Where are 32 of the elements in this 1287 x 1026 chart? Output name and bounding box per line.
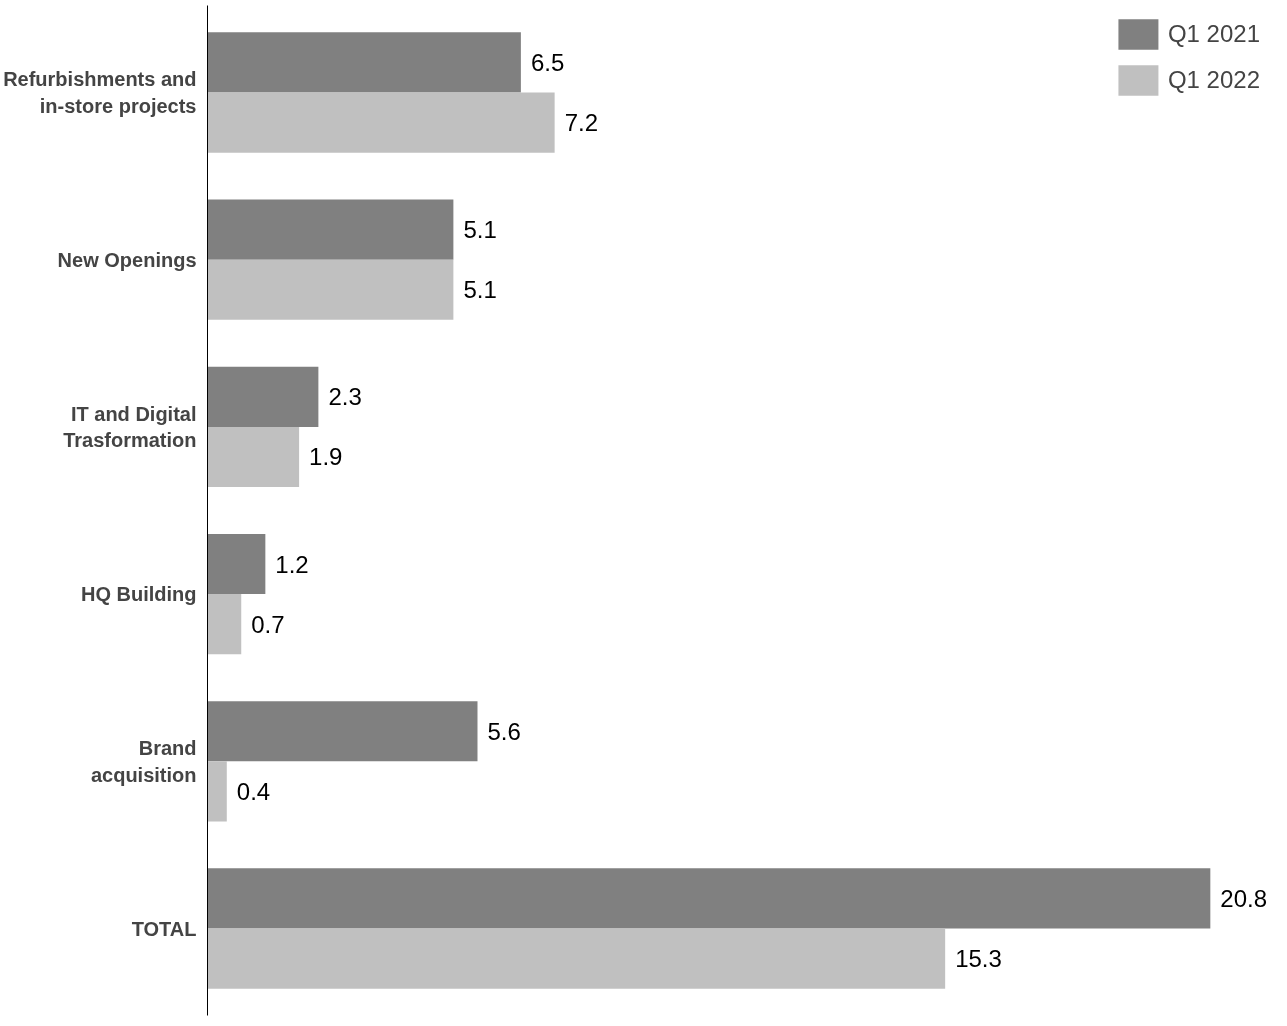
data-label: 2.3 [328,383,362,411]
data-label: 15.3 [955,945,1002,973]
bar [207,32,521,93]
data-label: 1.9 [309,443,343,471]
bar [207,259,454,320]
legend-label: Q1 2021 [1167,20,1260,48]
bar [207,366,319,427]
bar [207,868,1211,929]
y-tick-label: Refurbishments and in-store projects [3,68,197,117]
y-tick-label: Brand acquisition [90,737,197,786]
bar [207,92,555,153]
data-label: 1.2 [275,550,309,578]
bar [207,426,300,488]
y-tick-label: IT and Digital Trasformation [63,402,197,452]
y-tick-label: New Openings [57,248,197,271]
data-label: 5.1 [463,276,497,304]
bar [207,594,242,655]
bar [207,928,946,989]
data-label: 20.8 [1220,884,1268,912]
data-label: 5.1 [463,216,497,244]
legend-label: Q1 2022 [1167,66,1260,94]
data-label: 0.7 [251,610,285,638]
bar [207,761,227,822]
y-tick-label: TOTAL [131,917,197,940]
bar [207,533,266,595]
data-label: 0.4 [236,777,271,805]
y-tick-label: HQ Building [80,583,197,606]
bar [207,701,478,762]
bar [207,199,454,260]
data-label: 6.5 [530,48,565,76]
data-label: 5.6 [487,717,521,745]
data-label: 7.2 [564,109,599,137]
